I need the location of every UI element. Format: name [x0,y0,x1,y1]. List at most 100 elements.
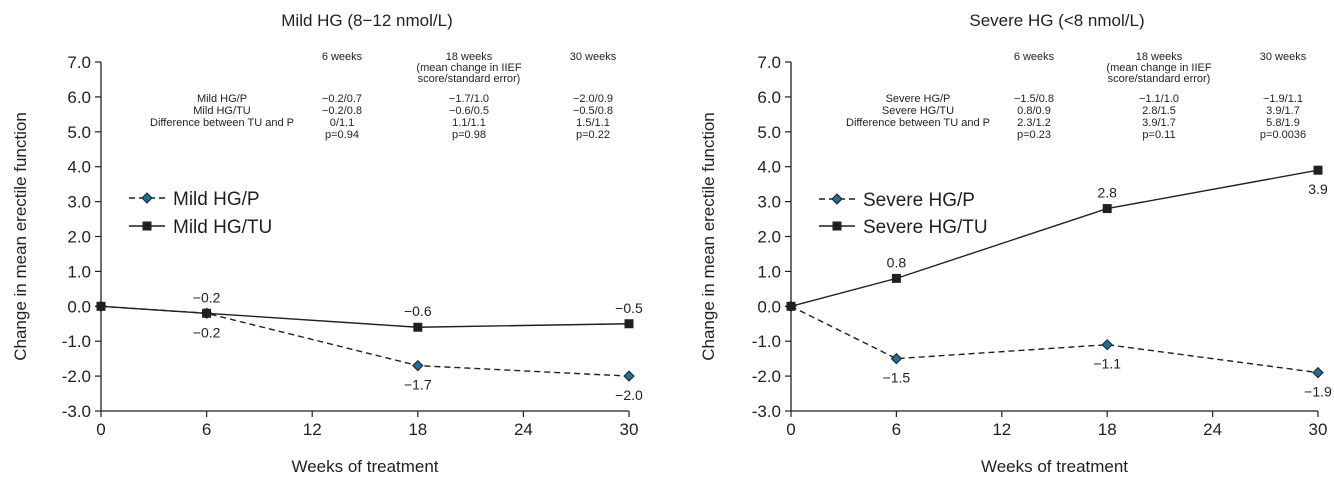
table-cell: 1.5/1.1 [576,117,610,129]
table-cell: −0.2/0.8 [322,105,362,117]
y-tick-label: 1.0 [67,262,91,281]
table-col-header: score/standard error) [1108,73,1211,85]
data-point-diamond [412,359,424,372]
table-row-label: Severe HG/TU [882,105,954,117]
y-tick-label: 4.0 [757,158,781,177]
data-point-square [624,319,634,329]
table-col-header: 18 weeks [446,51,493,63]
chart-title: Mild HG (8−12 nmol/L) [281,11,452,30]
chart-panel-2: Severe HG (<8 nmol/L) 7.0 6.0 5.0 4.0 3.0 2.0 1… [699,11,1332,476]
y-tick-label: 6.0 [67,88,91,107]
table-cell: −1.1/1.0 [1139,93,1179,105]
data-point-square [202,308,212,318]
table-cell: −0.2/0.7 [322,93,362,105]
data-label: −0.5 [615,300,643,316]
table-row-label: Mild HG/TU [193,105,251,117]
x-tick-label: 18 [1098,420,1117,439]
y-tick-label: 7.0 [757,53,781,72]
data-label: −1.5 [883,370,911,386]
table-cell: p=0.23 [1017,129,1051,141]
table-cell: −2.0/0.9 [573,93,613,105]
table-cell: 2.3/1.2 [1017,117,1051,129]
legend-marker-square [142,221,152,231]
y-tick-label: 7.0 [67,53,91,72]
legend-marker-square [832,221,842,231]
table-col-header: 30 weeks [570,51,617,63]
data-point-square [1313,165,1323,175]
table-cell: p=0.11 [1142,129,1175,141]
y-axis-label: Change in mean erectile function [11,112,30,361]
series-p: −0.2 −1.7 −2.0 [95,300,643,403]
y-tick-label: -3.0 [752,402,781,421]
y-tick-label: 5.0 [67,123,91,142]
table-col-header: score/standard error) [418,73,521,85]
y-tick-label: 3.0 [67,193,91,212]
table-cell: 3.9/1.7 [1266,105,1300,117]
y-tick-label: 6.0 [757,88,781,107]
x-tick-label: 18 [408,420,427,439]
x-axis-label: Weeks of treatment [291,457,438,476]
data-point-square [891,273,901,283]
y-tick-label: 1.0 [757,262,781,281]
x-tick-label: 0 [786,420,795,439]
legend-label: Mild HG/TU [173,217,272,238]
x-tick-label: 30 [1309,420,1328,439]
data-label: −1.7 [404,377,432,393]
x-tick-label: 24 [514,420,533,439]
data-label: −0.6 [404,303,432,319]
y-tick-label: 0.0 [757,297,781,316]
data-point-square [413,322,423,332]
legend-entry: Severe HG/TU [819,217,988,238]
data-label: −0.2 [193,324,221,340]
data-label: −1.9 [1304,384,1332,400]
table-row-label: Difference between TU and P [150,117,294,129]
series-line [790,305,1319,374]
x-tick-label: 0 [96,420,105,439]
legend-marker-diamond [831,193,843,205]
x-tick-label: 12 [303,420,322,439]
x-tick-label: 12 [992,420,1011,439]
chart-panel-1: Mild HG (8−12 nmol/L) 7.0 6.0 5.0 4.0 3.0 2.0 1… [11,11,643,476]
table-cell: −0.5/0.8 [573,105,613,117]
table-cell: 2.8/1.5 [1142,105,1176,117]
table-cell: −1.7/1.0 [449,93,489,105]
data-point-square [1102,204,1112,214]
data-point-diamond [1101,338,1113,351]
table-col-header: 18 weeks [1136,51,1183,63]
y-tick-label: 2.0 [67,228,91,247]
data-label: 2.8 [1097,185,1117,201]
table-row-label: Difference between TU and P [846,117,990,129]
table-row-label: Mild HG/P [197,93,247,105]
y-tick-label: -3.0 [62,402,91,421]
legend-entry: Mild HG/P [129,189,260,210]
legend-marker-diamond [141,192,153,204]
table-cell: p=0.0036 [1260,129,1306,141]
data-point-diamond [623,370,635,382]
table-cell: 0/1.1 [330,117,354,129]
series-line [790,169,1319,307]
table-cell: 3.9/1.7 [1142,117,1176,129]
table-cell: p=0.98 [452,129,486,141]
x-axis-label: Weeks of treatment [981,457,1128,476]
table-cell: 1.1/1.1 [452,117,486,129]
legend-label: Severe HG/P [863,190,975,211]
y-tick-label: -1.0 [62,332,91,351]
table-cell: −1.5/0.8 [1014,93,1054,105]
data-label: −0.2 [193,289,221,305]
x-tick-label: 30 [620,420,639,439]
data-label: 0.8 [887,254,907,270]
data-point-square [786,301,796,311]
x-tick-label: 6 [892,420,901,439]
table-col-header: (mean change in IIEF [1106,62,1211,74]
y-tick-label: 4.0 [67,158,91,177]
y-tick-label: 3.0 [757,193,781,212]
table-cell: p=0.22 [576,129,610,141]
data-label: −2.0 [615,387,643,403]
y-tick-label: 0.0 [67,297,91,316]
data-point-diamond [1312,366,1324,379]
series-line [100,305,630,377]
x-tick-label: 6 [202,420,211,439]
y-tick-label: 5.0 [757,123,781,142]
legend-label: Mild HG/P [173,189,260,210]
